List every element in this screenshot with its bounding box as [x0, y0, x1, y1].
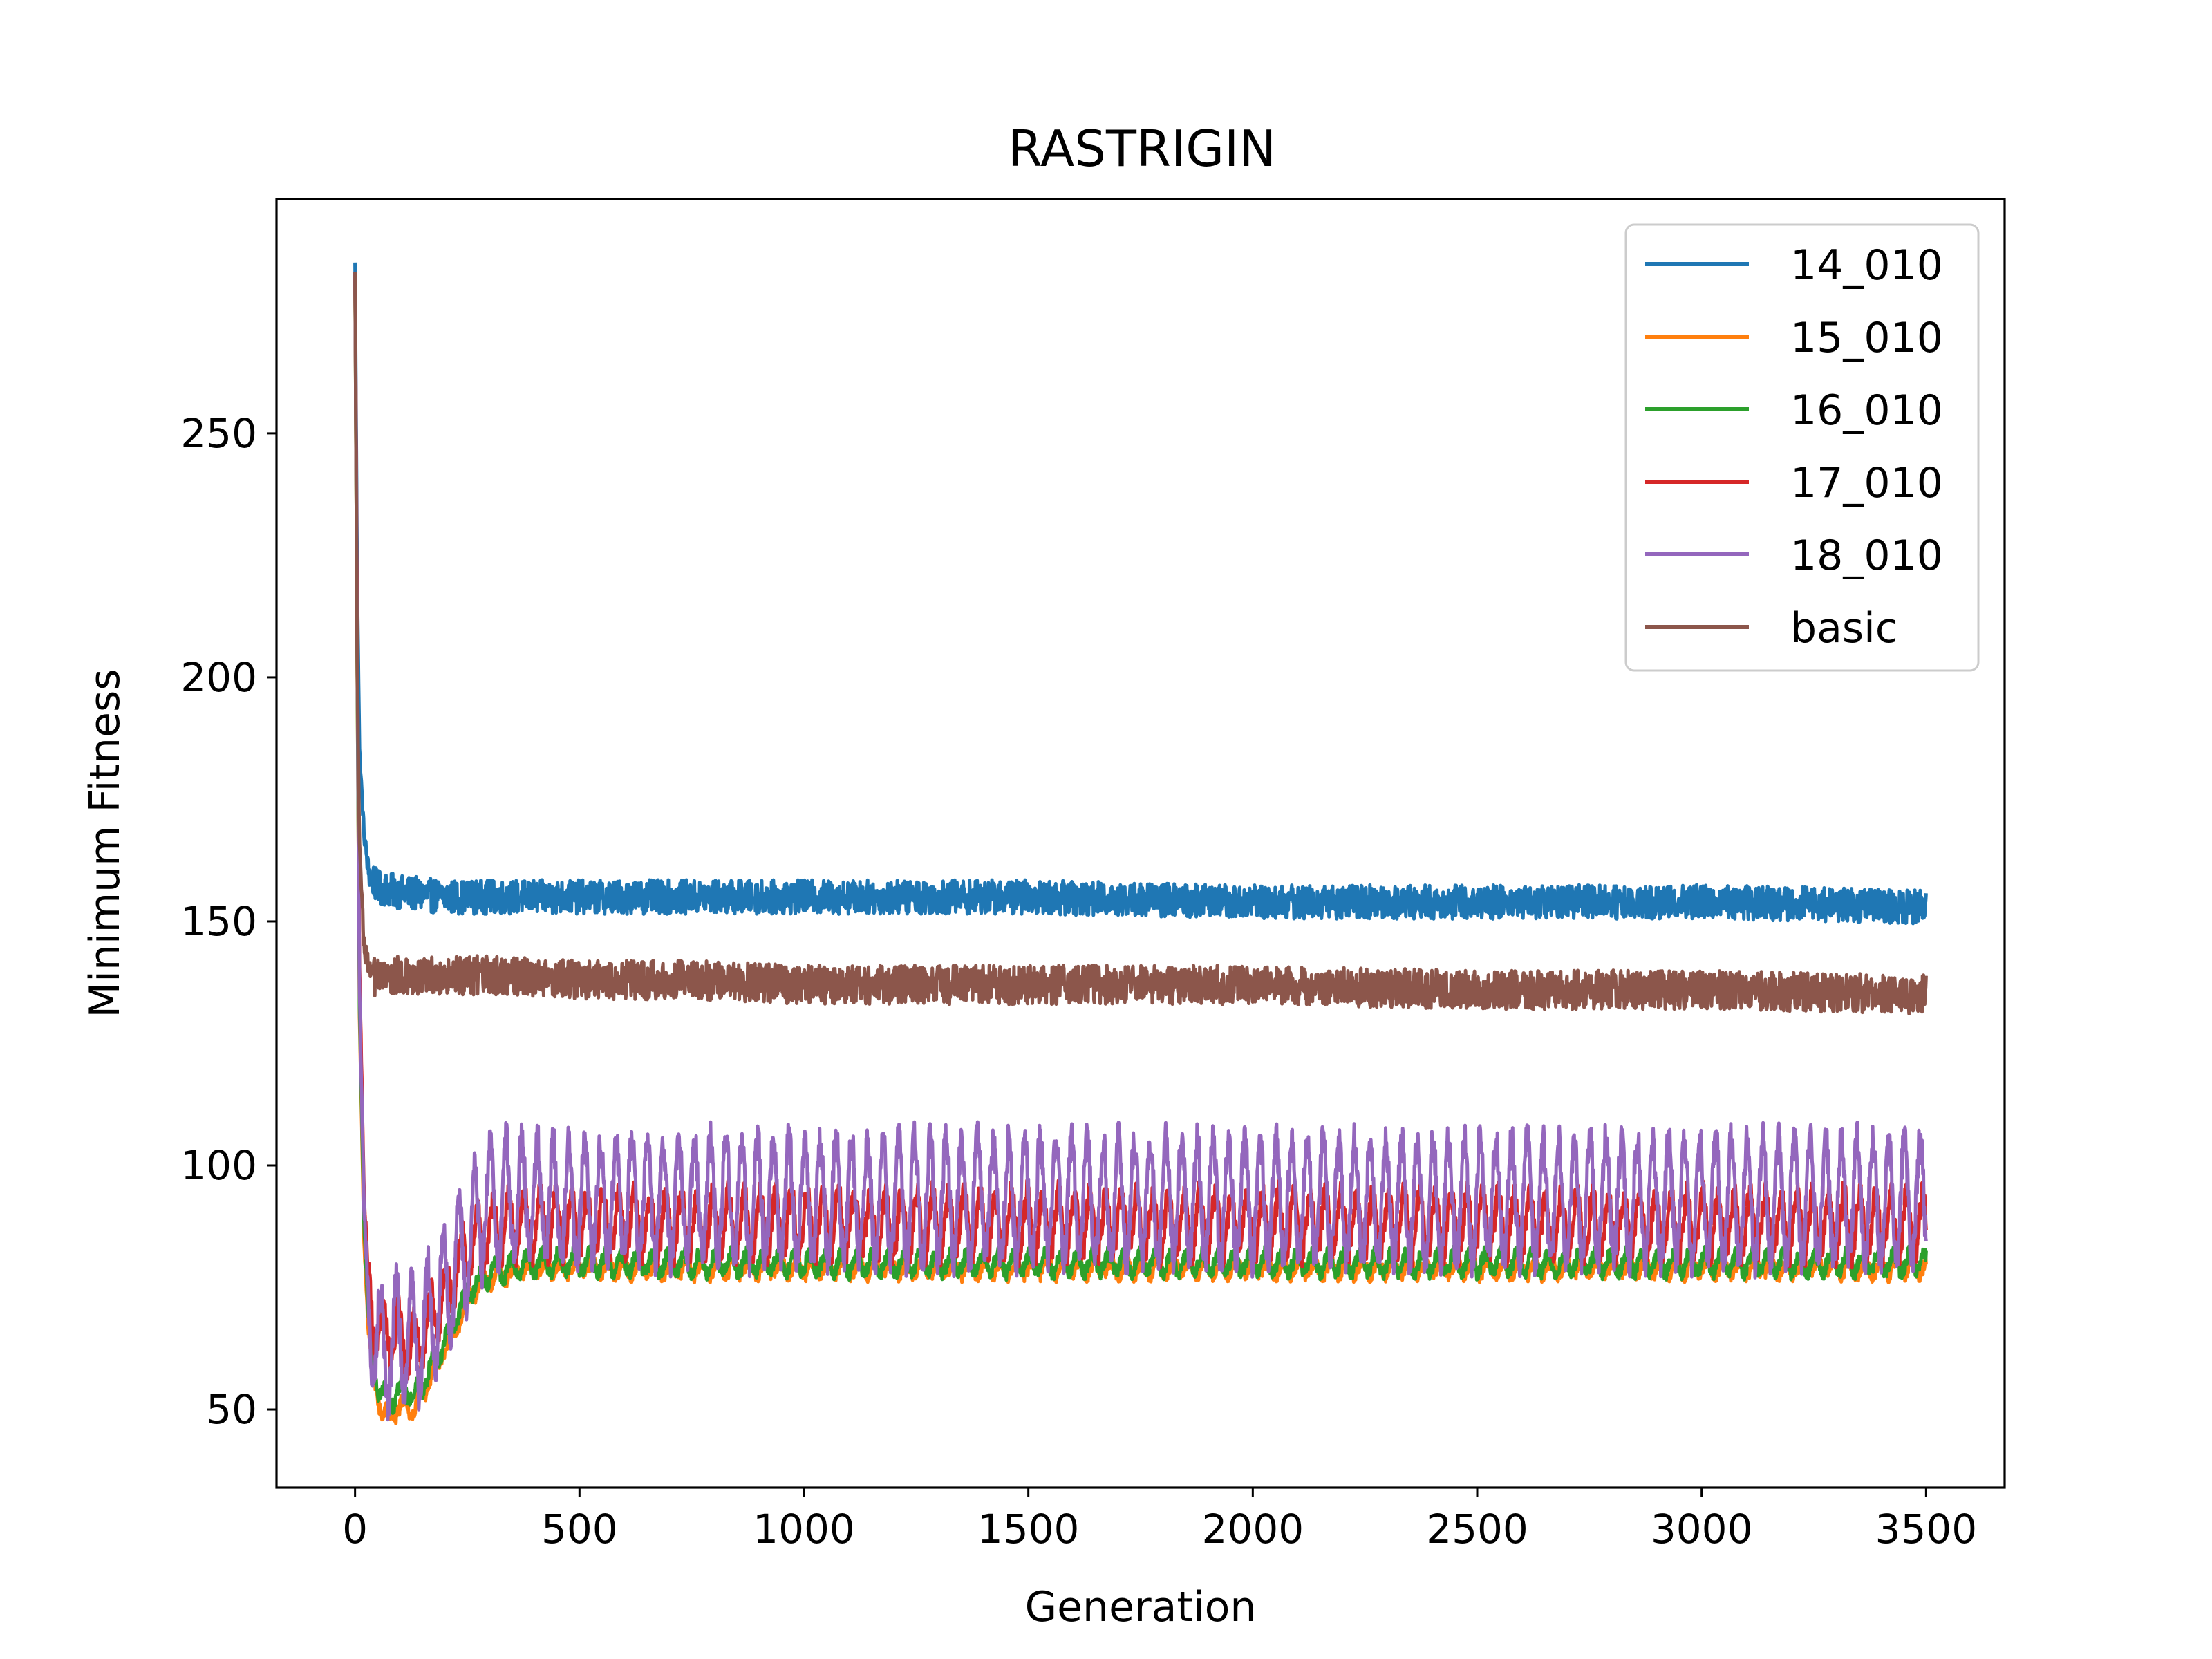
x-axis-label: Generation [1025, 1583, 1257, 1631]
legend-label: 14_010 [1790, 241, 1943, 290]
series-line-14_010 [353, 262, 1928, 926]
x-tick-label: 0 [342, 1506, 368, 1553]
legend-label: 15_010 [1790, 314, 1943, 362]
y-axis-label: Minimum Fitness [81, 669, 129, 1018]
legend-label: 18_010 [1790, 532, 1943, 580]
legend-label: basic [1790, 604, 1898, 653]
y-tick-label: 250 [180, 410, 257, 457]
x-tick-label: 2000 [1202, 1506, 1304, 1553]
y-tick-label: 200 [180, 654, 257, 701]
x-tick-label: 3500 [1875, 1506, 1978, 1553]
y-tick-label: 50 [206, 1386, 257, 1433]
x-axis: 0 500 1000 1500 2000 2500 3000 3500 [342, 1488, 1977, 1553]
x-tick-label: 1500 [977, 1506, 1080, 1553]
series-layer [353, 262, 1928, 1425]
chart-title: RASTRIGIN [1008, 120, 1276, 178]
y-tick-label: 150 [180, 898, 257, 945]
x-tick-label: 500 [541, 1506, 618, 1553]
y-axis: 50 100 150 200 250 [180, 410, 276, 1433]
y-tick-label: 100 [180, 1142, 257, 1189]
series-line-basic [353, 272, 1928, 1015]
plot-frame [275, 198, 2006, 1489]
x-tick-label: 3000 [1651, 1506, 1753, 1553]
legend-label: 17_010 [1790, 459, 1943, 507]
legend-label: 16_010 [1790, 386, 1943, 435]
series-line-18_010 [353, 272, 1928, 1422]
x-tick-label: 1000 [753, 1506, 855, 1553]
x-tick-label: 2500 [1426, 1506, 1528, 1553]
